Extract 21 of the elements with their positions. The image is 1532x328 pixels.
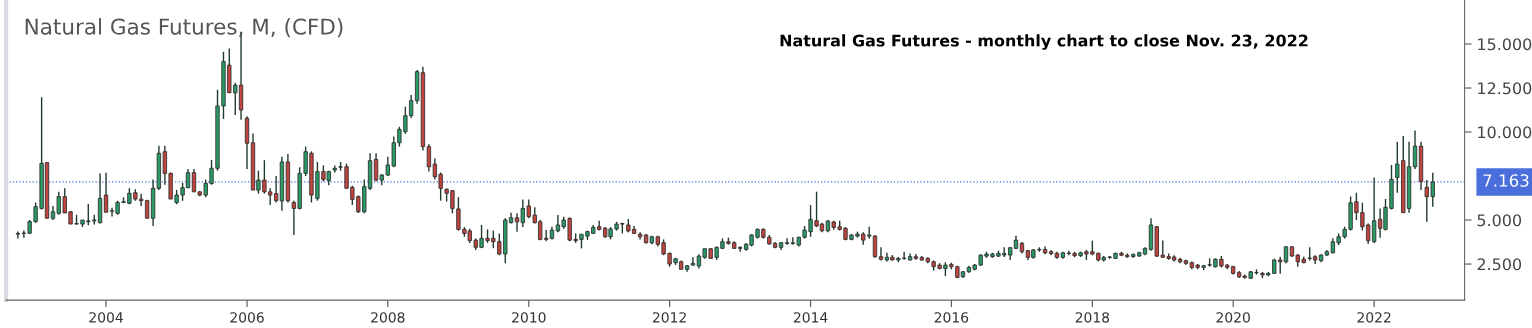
y-tick-label: 2.500 <box>1477 258 1522 271</box>
x-tick-label: 2012 <box>652 312 686 323</box>
x-tick-label: 2008 <box>371 312 405 323</box>
candlestick <box>1412 129 1418 170</box>
x-tick-label: 2020 <box>1216 312 1250 323</box>
x-tick-label: 2018 <box>1075 312 1110 323</box>
y-tick-label: 5.000 <box>1477 214 1522 227</box>
annotation: Natural Gas Futures - monthly chart to close Nov. 23, 2022 <box>780 34 1308 50</box>
text: Natural Gas Futures, M, (CFD) <box>25 18 343 38</box>
y-tick-label: 15.000 <box>1478 38 1532 51</box>
ref-line-label: 7.163 <box>1483 174 1529 187</box>
y-tick-label: 10.000 <box>1478 126 1532 139</box>
x-tick-label: 2004 <box>89 312 123 323</box>
x-tick-label: 2016 <box>934 312 969 323</box>
candlestick <box>878 246 884 262</box>
x-tick-label: 2010 <box>512 312 546 323</box>
x-tick-label: 2014 <box>793 312 828 323</box>
x-tick-label: 2006 <box>230 312 264 323</box>
candlestick <box>103 171 109 213</box>
x-tick-label: 2022 <box>1357 312 1391 323</box>
y-tick-label: 12.500 <box>1478 82 1532 95</box>
